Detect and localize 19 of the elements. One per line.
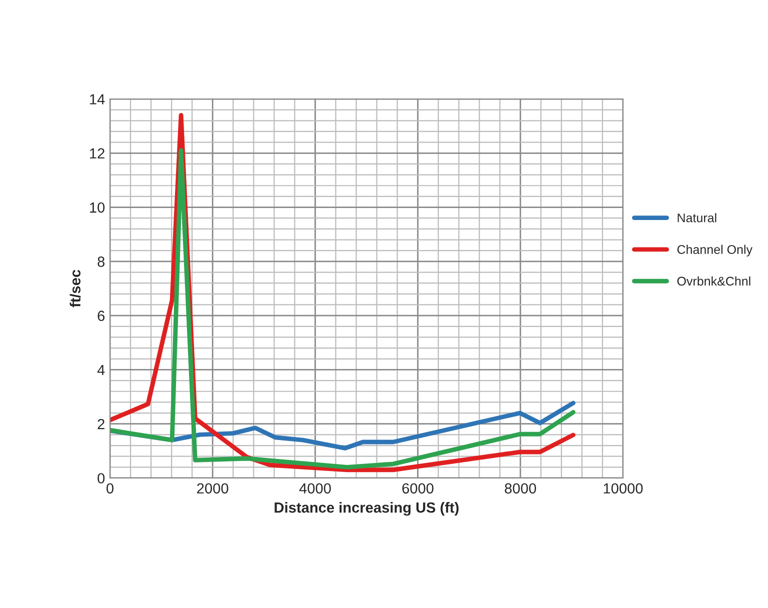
x-axis-title: Distance increasing US (ft) [274, 502, 459, 516]
legend-label: Ovrbnk&Chnl [677, 276, 750, 286]
x-tick-label: 8000 [504, 483, 536, 494]
y-tick-label: 2 [98, 418, 104, 430]
y-tick-label: 4 [97, 364, 105, 375]
y-axis-title: ft/sec [70, 270, 81, 308]
legend-label: Channel Only [677, 244, 752, 256]
y-tick-label: 10 [90, 202, 105, 213]
legend-label: Natural [678, 213, 716, 222]
x-tick-label: 4000 [299, 483, 331, 494]
y-tick-label: 6 [98, 310, 104, 321]
y-tick-label: 12 [90, 148, 104, 158]
x-tick-label: 2000 [197, 483, 228, 494]
x-tick-label: 10000 [604, 483, 643, 494]
y-tick-label: 8 [98, 256, 105, 267]
y-tick-label: 0 [98, 473, 105, 484]
y-tick-label: 14 [90, 94, 105, 104]
x-tick-label: 6000 [402, 483, 434, 494]
x-tick-label: 0 [106, 483, 114, 494]
